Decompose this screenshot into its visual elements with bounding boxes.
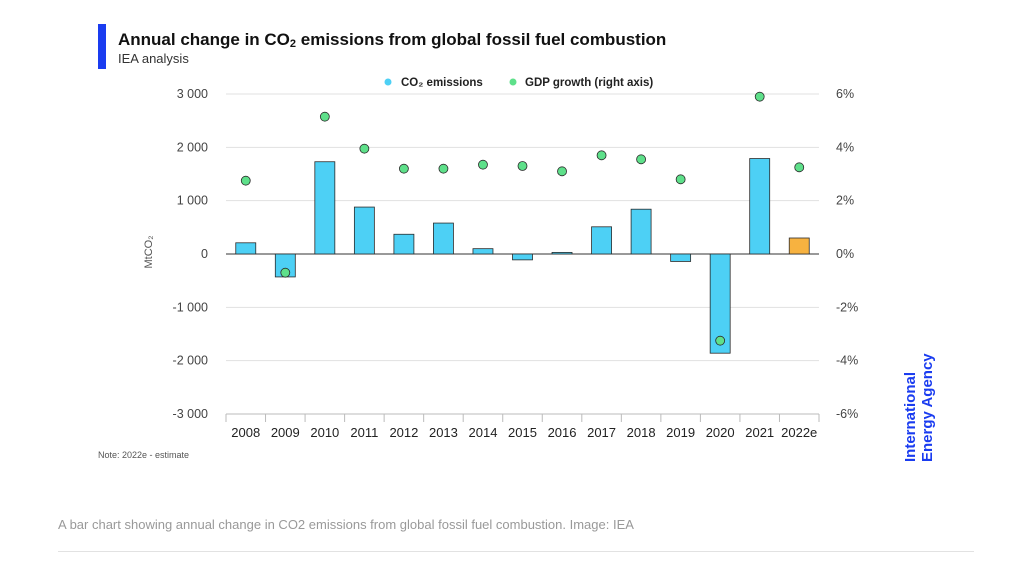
- gdp-point-2010: [319, 111, 330, 122]
- gdp-point-2020: [715, 335, 726, 346]
- legend-label-co2: CO₂ emissions: [401, 77, 483, 89]
- y-tick-label: 3 000: [177, 87, 208, 101]
- gdp-point-2021: [754, 91, 765, 102]
- y-tick-label: 0: [201, 247, 208, 261]
- brand-line-1: International: [902, 372, 919, 462]
- x-tick-label: 2021: [745, 425, 774, 440]
- y2-tick-label: -6%: [836, 407, 858, 421]
- x-tick-label: 2022e: [781, 425, 817, 440]
- gdp-point-2016: [557, 166, 567, 177]
- x-tick-label: 2011: [350, 425, 378, 440]
- chart-note: Note: 2022e - estimate: [98, 450, 190, 460]
- divider: [58, 551, 974, 552]
- y2-tick-label: -2%: [836, 300, 858, 314]
- x-tick-label: 2014: [469, 425, 498, 440]
- gdp-point-2019: [675, 174, 686, 185]
- bar-2010: [314, 161, 336, 255]
- y2-tick-label: 0%: [836, 247, 854, 261]
- x-tick-label: 2012: [389, 425, 418, 440]
- gdp-point-2008: [240, 175, 251, 186]
- bar-2019: [670, 253, 692, 262]
- y2-tick-label: 2%: [836, 194, 854, 208]
- y-axis-left: 3 000 2 000 1 000 0 -1 000 -2 000 -3 000: [173, 87, 209, 421]
- y2-tick-label: 4%: [836, 140, 854, 154]
- y2-tick-label: 6%: [836, 87, 854, 101]
- x-tick-label: 2015: [508, 425, 537, 440]
- bar-2014: [472, 248, 494, 255]
- x-tick-label: 2009: [271, 425, 300, 440]
- gdp-point-2009: [280, 267, 291, 278]
- legend-swatch-co2: [384, 78, 392, 86]
- y-tick-label: 2 000: [177, 140, 208, 154]
- x-tick-label: 2019: [666, 425, 695, 440]
- bar-2012: [393, 233, 415, 255]
- x-tick-label: 2018: [627, 425, 656, 440]
- bar-2015: [512, 253, 533, 261]
- y-tick-label: -1 000: [173, 300, 208, 314]
- iea-logo: International Energy Agency: [902, 353, 936, 462]
- y-axis-right: 6% 4% 2% 0% -2% -4% -6%: [836, 87, 858, 421]
- gdp-point-2017: [596, 150, 607, 161]
- x-tick-label: 2020: [706, 425, 735, 440]
- y-tick-label: -3 000: [173, 407, 208, 421]
- bars: [235, 158, 810, 354]
- gdp-point-2012: [398, 163, 409, 174]
- legend: CO₂ emissions GDP growth (right axis): [384, 77, 653, 89]
- bar-2021: [749, 158, 771, 255]
- gdp-point-2014: [478, 159, 488, 170]
- bar-2008: [235, 242, 257, 255]
- image-caption: A bar chart showing annual change in CO2…: [58, 517, 634, 532]
- x-tick-label: 2013: [429, 425, 458, 440]
- gdp-point-2022e: [794, 162, 805, 173]
- y-axis-label: MtCO₂: [143, 236, 155, 269]
- gdp-dots: [240, 91, 805, 346]
- title-accent-bar: [98, 24, 106, 69]
- gdp-point-2018: [636, 154, 646, 165]
- bar-2022e: [788, 237, 810, 255]
- x-tick-label: 2017: [587, 425, 616, 440]
- chart-title: Annual change in CO2 emissions from glob…: [118, 30, 667, 50]
- bar-2018: [630, 208, 652, 255]
- gdp-point-2011: [359, 143, 370, 154]
- bar-2020: [709, 253, 731, 354]
- bar-2011: [353, 206, 375, 255]
- gdp-point-2015: [517, 161, 528, 171]
- y2-tick-label: -4%: [836, 354, 858, 368]
- brand-line-2: Energy Agency: [919, 353, 936, 462]
- bar-2013: [433, 222, 454, 255]
- chart-subtitle: IEA analysis: [118, 51, 189, 66]
- legend-label-gdp: GDP growth (right axis): [525, 77, 653, 89]
- bar-2016: [551, 251, 573, 255]
- y-tick-label: 1 000: [177, 194, 208, 208]
- legend-swatch-gdp: [509, 78, 517, 86]
- x-tick-label: 2008: [231, 425, 260, 440]
- gdp-point-2013: [438, 163, 449, 174]
- bar-2017: [591, 226, 612, 255]
- y-tick-label: -2 000: [173, 354, 208, 368]
- x-tick-label: 2016: [548, 425, 577, 440]
- x-tick-label: 2010: [310, 425, 339, 440]
- x-axis: 2008 2009 2010 2011 2012 2013 2014 2015 2016 2017…: [225, 413, 820, 440]
